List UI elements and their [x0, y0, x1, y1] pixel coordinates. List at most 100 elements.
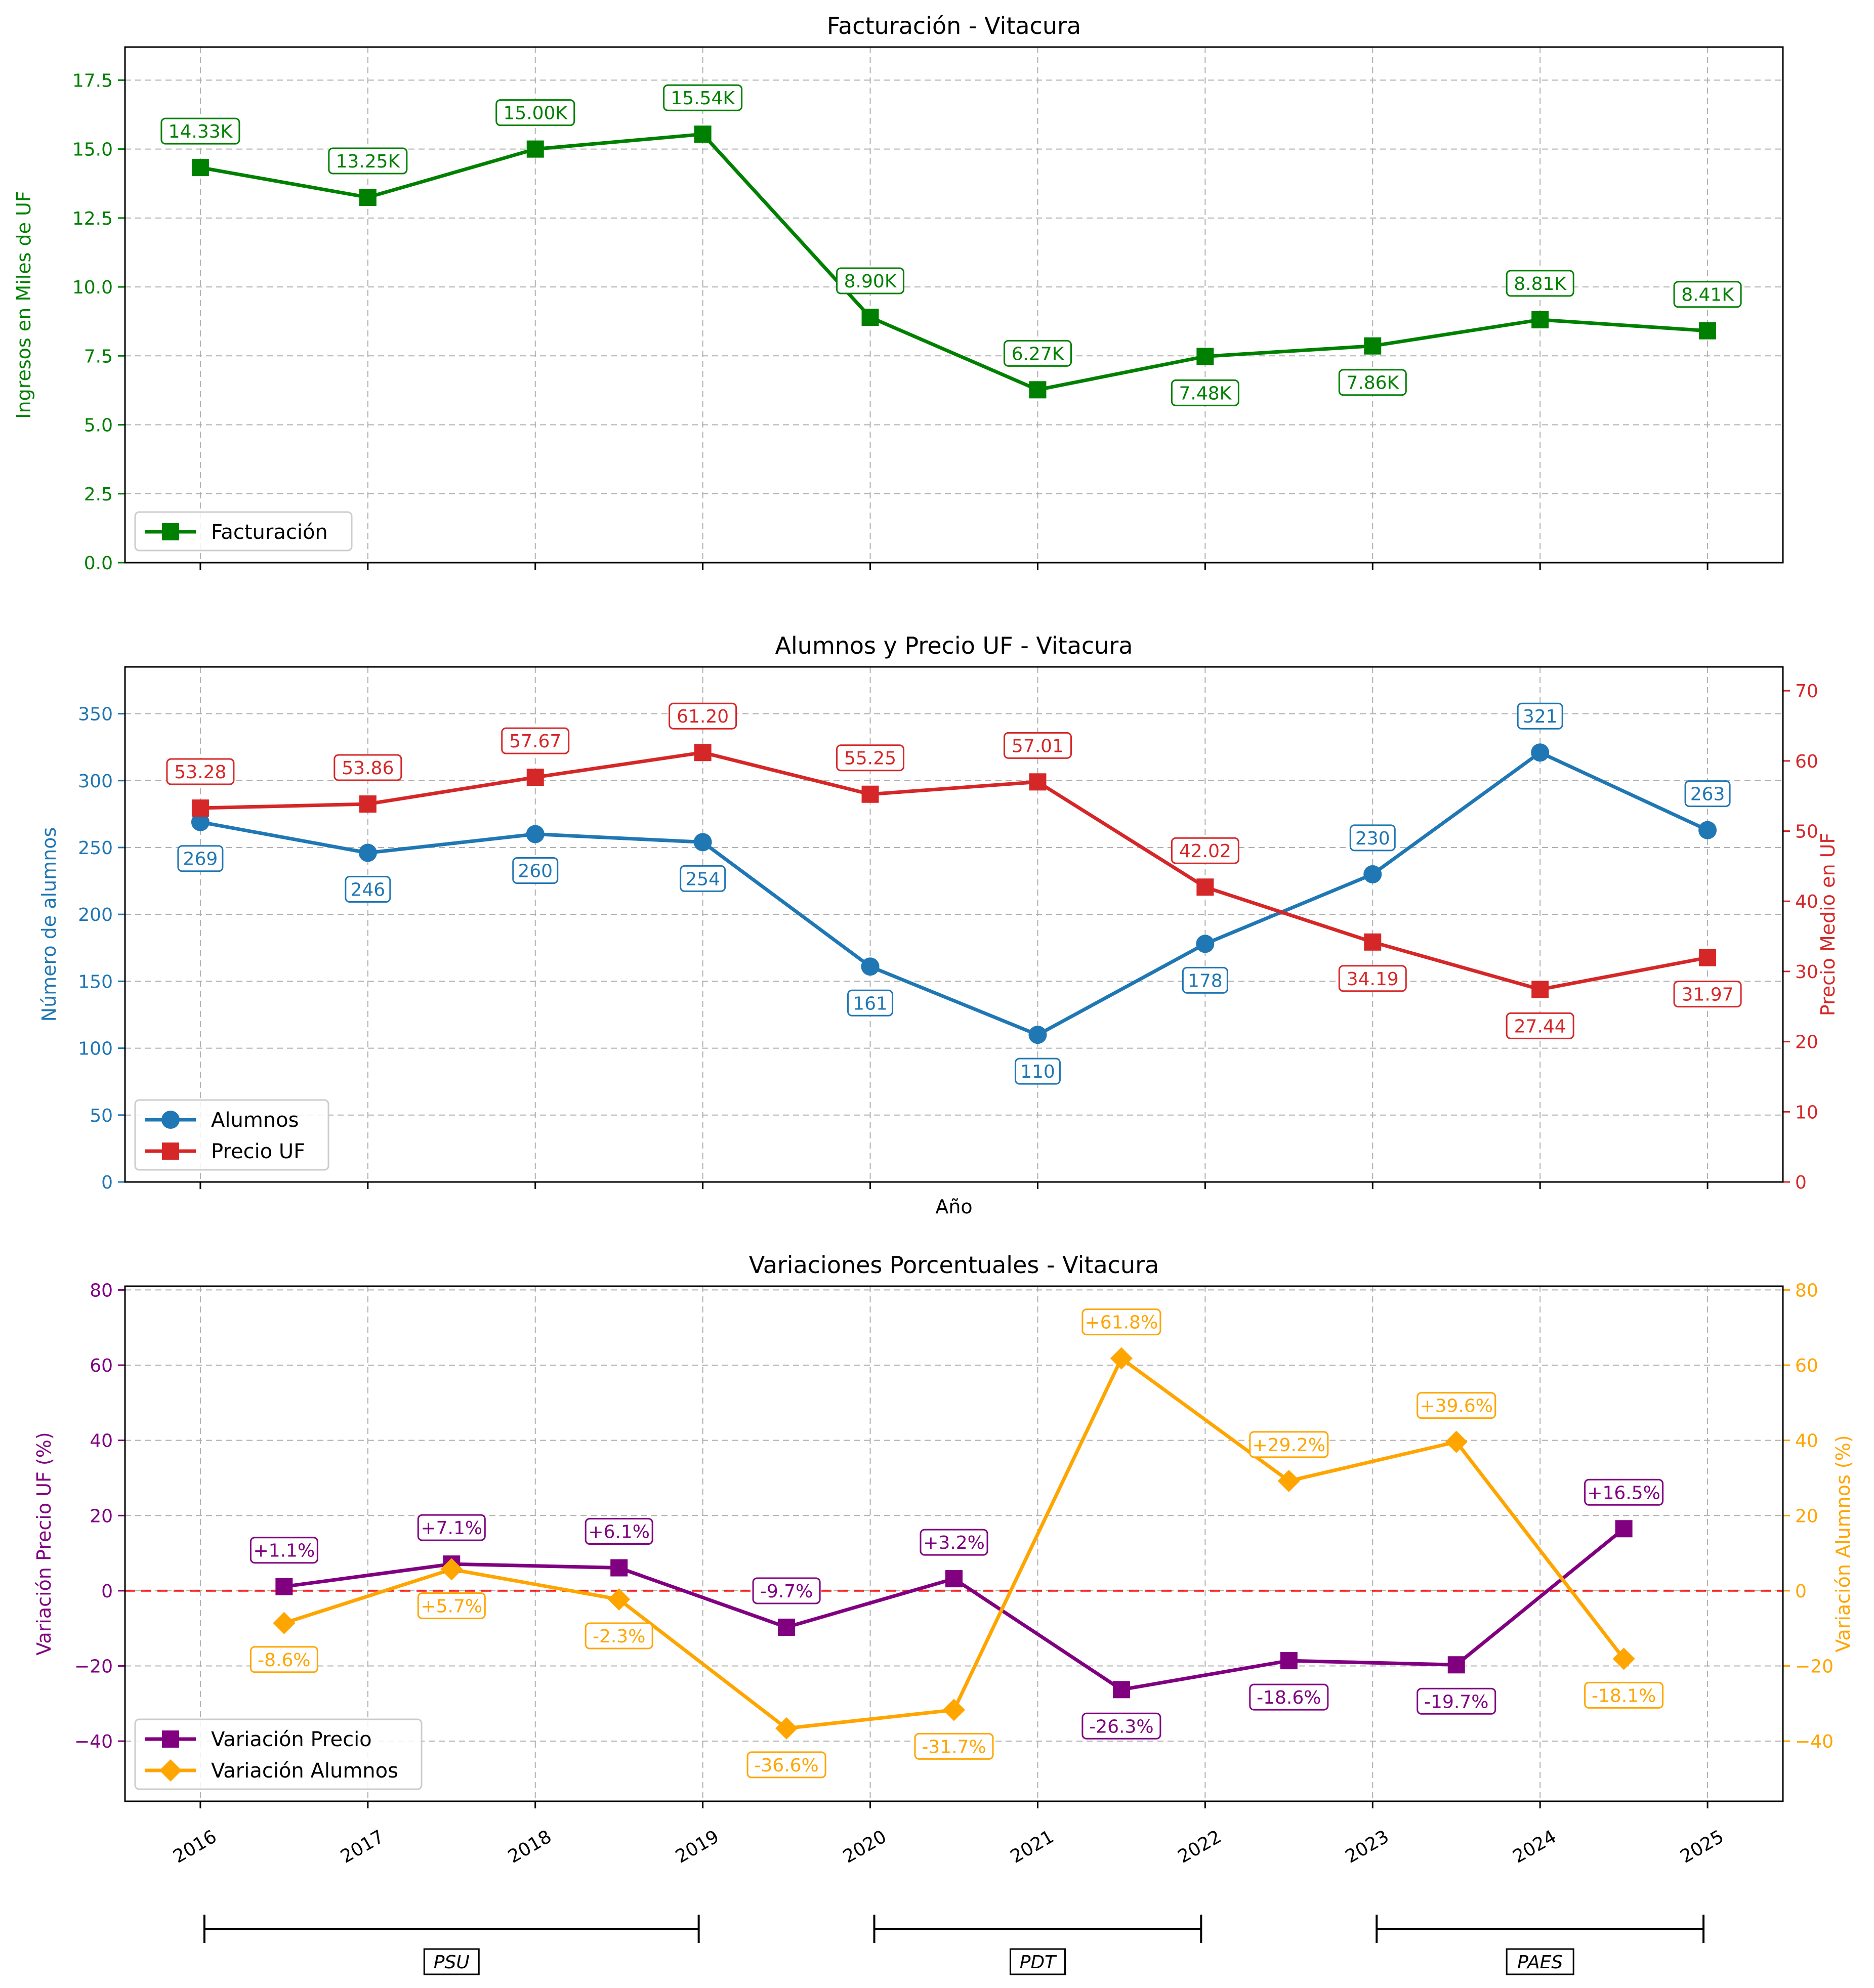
students-data-label: 230 [1355, 828, 1390, 849]
students-variation-marker [1110, 1347, 1133, 1370]
y-tick-label-right: −20 [1795, 1656, 1834, 1677]
students-marker [1531, 743, 1550, 762]
price-variation-marker [1615, 1520, 1633, 1538]
price-variation-data-label-box [1081, 1712, 1161, 1740]
y-tick-label: 250 [78, 838, 113, 859]
legend-swatch-marker [161, 1111, 180, 1129]
price-marker [1029, 773, 1047, 791]
students-variation-marker [1445, 1430, 1468, 1453]
price-data-label-box [669, 702, 737, 730]
price-data-label-box [1171, 837, 1239, 864]
students-variation-data-label-box [585, 1622, 653, 1649]
students-marker [861, 957, 880, 976]
y-tick-label: 0 [101, 1581, 113, 1602]
revenue-data-label: 13.25K [336, 151, 400, 172]
price-line [200, 750, 1708, 991]
plot-frame [124, 46, 1784, 564]
revenue-data-label: 14.33K [169, 121, 233, 142]
students-variation-marker [440, 1558, 463, 1581]
y-tick-label-right: 50 [1795, 822, 1818, 842]
period-label-box [1009, 1948, 1066, 1975]
students-variation-data-label-box [417, 1592, 486, 1620]
y-tick-label-right: 10 [1795, 1102, 1818, 1123]
students-data-label-box [512, 857, 559, 884]
students-marker [1028, 1026, 1047, 1044]
price-data-label-box [1506, 1012, 1574, 1039]
price-data-label: 55.25 [844, 748, 896, 769]
y-tick-label: 2.5 [84, 484, 113, 505]
students-data-label: 260 [518, 861, 553, 882]
students-variation-marker [608, 1588, 631, 1611]
price-data-label: 27.44 [1514, 1016, 1566, 1037]
x-tick-label: 2016 [170, 1826, 220, 1867]
price-variation-data-label-box [920, 1529, 988, 1556]
revenue-marker [1029, 381, 1047, 399]
x-tick-label: 2020 [840, 1826, 890, 1867]
students-variation-data-label-box [746, 1751, 826, 1779]
students-variation-data-label: -31.7% [922, 1737, 986, 1757]
chart-title: Alumnos y Precio UF - Vitacura [775, 632, 1133, 659]
y-tick-label: 100 [78, 1039, 113, 1060]
legend-box [134, 1718, 423, 1790]
revenue-data-label: 8.81K [1514, 274, 1567, 294]
students-data-label: 263 [1690, 784, 1725, 805]
price-data-label-box [836, 744, 905, 772]
legend-label: Precio UF [211, 1140, 305, 1163]
students-data-label-box [177, 845, 224, 872]
y-tick-label: 0 [101, 1172, 113, 1193]
y-tick-label-right: 40 [1795, 892, 1818, 912]
price-variation-data-label: +3.2% [923, 1533, 985, 1553]
price-variation-marker [1447, 1656, 1465, 1674]
y-tick-label: 17.5 [72, 70, 113, 91]
revenue-data-label-box [328, 147, 408, 175]
revenue-marker [1699, 322, 1717, 340]
students-variation-marker [1277, 1469, 1300, 1492]
price-variation-marker [778, 1618, 796, 1636]
price-data-label: 61.20 [677, 706, 729, 727]
price-data-label-box [1338, 965, 1407, 992]
period-label: PAES [1517, 1952, 1563, 1973]
students-variation-data-label-box [1249, 1431, 1329, 1458]
legend-label: Alumnos [211, 1109, 299, 1132]
y-tick-label-right: 60 [1795, 751, 1818, 772]
legend-swatch-marker [162, 523, 179, 540]
revenue-data-label-box [495, 99, 575, 126]
price-variation-data-label: -18.6% [1257, 1687, 1321, 1708]
chart-title: Facturación - Vitacura [827, 12, 1081, 39]
students-data-label: 246 [350, 880, 385, 901]
y-tick-label: 150 [78, 971, 113, 992]
y-tick-label-right: 40 [1795, 1431, 1818, 1452]
y-tick-label: 50 [90, 1106, 113, 1126]
price-data-label-box [501, 727, 570, 754]
legend-label: Facturación [211, 521, 328, 544]
students-variation-data-label-box [1417, 1392, 1496, 1419]
students-marker [358, 843, 377, 862]
students-variation-data-label: +39.6% [1420, 1396, 1493, 1417]
students-variation-data-label-box [1081, 1308, 1161, 1336]
y-axis-label: Ingresos en Miles de UF [13, 191, 35, 418]
students-data-label-box [1182, 966, 1228, 994]
y-axis-label-right: Precio Medio en UF [1817, 833, 1839, 1017]
x-tick-label: 2019 [672, 1826, 723, 1867]
y-tick-label: −40 [74, 1731, 113, 1752]
price-data-label-box [1673, 981, 1742, 1008]
chart-layer: 0.0 2.5 5.0 7.5 10.0 12.5 15.0 17.5 Facturación … [13, 12, 1854, 1975]
revenue-data-label: 15.54K [671, 88, 735, 109]
price-marker [1196, 878, 1214, 896]
price-variation-data-label: -9.7% [760, 1581, 813, 1602]
y-tick-label-right: 20 [1795, 1506, 1818, 1527]
y-tick-label: 20 [90, 1506, 113, 1527]
y-tick-label: 7.5 [84, 346, 113, 367]
students-variation-data-label: -8.6% [258, 1650, 310, 1671]
price-variation-data-label: -19.7% [1424, 1691, 1488, 1712]
revenue-data-label: 7.48K [1179, 383, 1232, 404]
students-data-label: 178 [1188, 970, 1223, 991]
students-marker [693, 833, 712, 852]
price-variation-data-label-box [1249, 1683, 1329, 1711]
students-marker [526, 825, 545, 843]
y-axis-label: Variación Precio UF (%) [33, 1432, 55, 1655]
revenue-data-label-box [1338, 369, 1407, 396]
price-marker [1364, 933, 1382, 951]
revenue-data-label: 8.90K [844, 271, 897, 292]
